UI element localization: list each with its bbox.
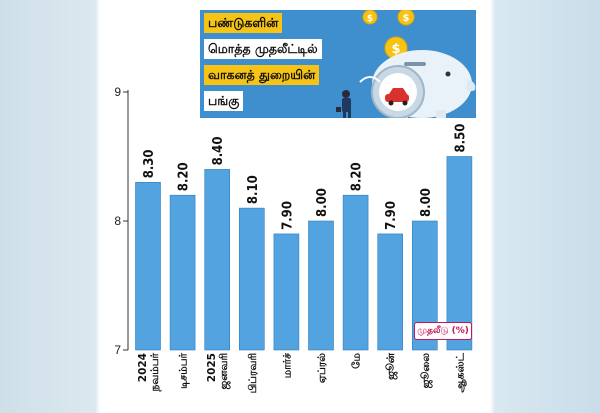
category-label: ஆகஸ்ட் bbox=[454, 352, 466, 392]
category-label-text: ஜூன் bbox=[384, 352, 398, 380]
data-label: 8.00 bbox=[419, 188, 434, 217]
data-label: 8.30 bbox=[142, 149, 157, 178]
category-label: 2024 நவம்பர் bbox=[137, 352, 162, 392]
category-label-text: பிப்ரவரி bbox=[247, 353, 259, 394]
category-label-text: ஏப்ரல் bbox=[316, 353, 328, 383]
category-label-text: டிசம்பர் bbox=[178, 352, 190, 388]
unit-badge: முதலீடு (%) bbox=[414, 322, 472, 340]
category-label-text: ஜனவரி bbox=[218, 353, 231, 390]
bar bbox=[446, 156, 473, 351]
category-label: ஜூலை bbox=[419, 353, 433, 389]
bar bbox=[273, 233, 300, 351]
bar bbox=[169, 194, 196, 351]
category-label-text: 2025 bbox=[206, 353, 218, 382]
title-line-4: பங்கு bbox=[204, 91, 244, 111]
data-label: 8.20 bbox=[177, 162, 192, 191]
y-tick-label: 7 bbox=[114, 343, 121, 357]
title-line-2: மொத்த முதலீட்டில் bbox=[204, 39, 322, 59]
category-label: டிசம்பர் bbox=[178, 352, 190, 388]
category-label: ஜூன் bbox=[384, 352, 398, 380]
category-label-text: ஜூலை bbox=[419, 353, 433, 389]
title-line-1: பண்டுகளின் bbox=[204, 13, 283, 33]
bar bbox=[377, 233, 404, 351]
category-label: 2025 ஜனவரி bbox=[206, 353, 231, 390]
category-label: மே bbox=[351, 352, 363, 368]
title-line-3: வாகனத் துறையின் bbox=[204, 65, 320, 85]
bar bbox=[342, 194, 369, 351]
y-tick-label: 8 bbox=[114, 214, 121, 228]
data-label: 8.20 bbox=[350, 162, 365, 191]
category-label: பிப்ரவரி bbox=[247, 353, 259, 394]
svg-text:$: $ bbox=[403, 13, 410, 24]
data-label: 8.00 bbox=[315, 188, 330, 217]
category-label-text: மார்ச் bbox=[281, 352, 293, 378]
title-panel: $ $ $ பண்டுகளின் bbox=[200, 10, 476, 118]
bar bbox=[239, 207, 265, 351]
piggy-bank-illustration: $ $ $ bbox=[336, 10, 476, 118]
data-label: 7.90 bbox=[280, 201, 295, 230]
category-label: ஏப்ரல் bbox=[316, 353, 328, 383]
data-label: 7.90 bbox=[384, 201, 399, 230]
data-label: 8.50 bbox=[453, 124, 468, 153]
bar bbox=[308, 220, 334, 351]
category-label: மார்ச் bbox=[281, 352, 293, 378]
category-label-text: 2024 bbox=[137, 353, 149, 382]
svg-text:$: $ bbox=[391, 42, 400, 57]
data-label: 8.10 bbox=[246, 175, 261, 204]
y-tick-label: 9 bbox=[114, 85, 121, 99]
category-label-text: ஆகஸ்ட் bbox=[454, 352, 466, 392]
data-label: 8.40 bbox=[211, 137, 226, 166]
category-label-text: மே bbox=[351, 352, 363, 368]
bar bbox=[135, 182, 161, 351]
svg-text:$: $ bbox=[367, 14, 373, 24]
bar bbox=[204, 169, 230, 351]
category-label-text: நவம்பர் bbox=[149, 352, 162, 392]
